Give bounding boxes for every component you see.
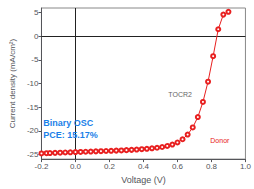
svg-text:0.6: 0.6 — [172, 162, 184, 171]
svg-text:TOCR2: TOCR2 — [168, 91, 192, 98]
svg-text:Voltage (V): Voltage (V) — [121, 175, 166, 185]
svg-text:1.0: 1.0 — [240, 162, 252, 171]
svg-text:0.0: 0.0 — [70, 162, 82, 171]
svg-text:0.4: 0.4 — [138, 162, 150, 171]
svg-text:0.8: 0.8 — [206, 162, 218, 171]
svg-text:Binary OSC: Binary OSC — [43, 118, 94, 128]
svg-text:0: 0 — [34, 32, 39, 41]
svg-text:-0.2: -0.2 — [35, 162, 49, 171]
svg-text:5: 5 — [34, 8, 39, 17]
svg-text:-20: -20 — [27, 126, 39, 135]
svg-text:PCE: 15.17%: PCE: 15.17% — [43, 130, 98, 140]
svg-text:Donor: Donor — [210, 137, 230, 144]
svg-text:0.2: 0.2 — [104, 162, 116, 171]
svg-text:Current density (mA/cm²): Current density (mA/cm²) — [8, 39, 17, 129]
svg-text:-15: -15 — [27, 103, 39, 112]
svg-text:-10: -10 — [27, 79, 39, 88]
svg-text:-5: -5 — [31, 55, 39, 64]
svg-text:-25: -25 — [27, 150, 39, 159]
